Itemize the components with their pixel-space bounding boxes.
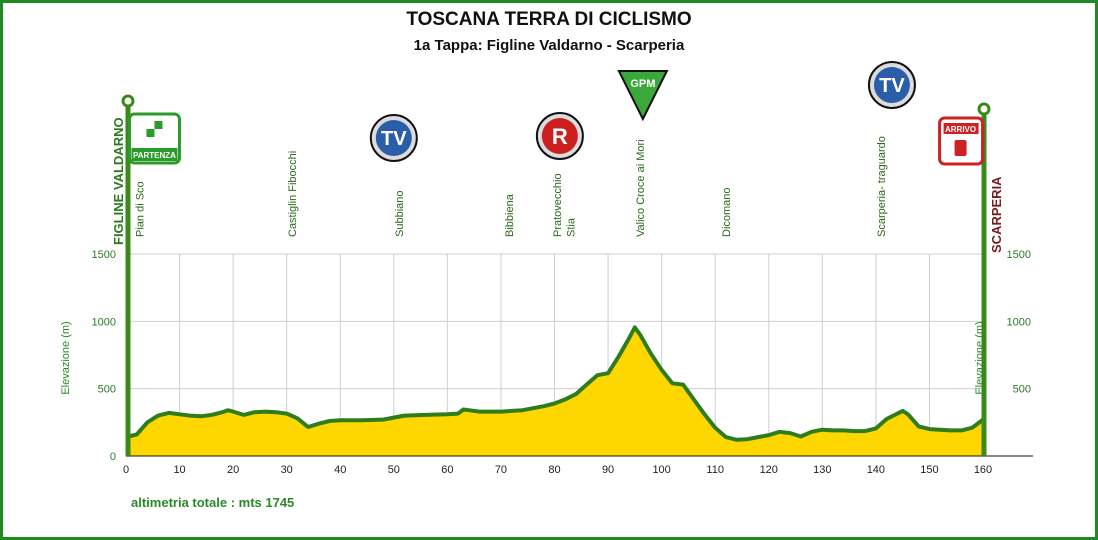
race-markers: PARTENZA TV R GPM TV ARRIVO <box>127 61 985 166</box>
x-tick-label: 50 <box>388 464 400 476</box>
location-label: Dicomano <box>721 187 733 237</box>
x-tick-label: 0 <box>123 464 129 476</box>
finish-icon-label: ARRIVO <box>945 125 976 134</box>
total-climb-note: altimetria totale : mts 1745 <box>131 495 295 510</box>
y-tick-labels: 0 500 1000 1500 500 1000 1500 <box>92 249 1031 463</box>
y-tick-label-right: 1500 <box>1007 249 1031 261</box>
x-tick-label: 60 <box>441 464 453 476</box>
x-tick-label: 130 <box>813 464 831 476</box>
x-tick-label: 10 <box>173 464 185 476</box>
chart-subtitle: 1a Tappa: Figline Valdarno - Scarperia <box>413 37 685 54</box>
x-tick-label: 40 <box>334 464 346 476</box>
gpm-icon <box>617 70 669 122</box>
location-label: Subbiano <box>394 191 406 238</box>
elevation-chart: 0 10 20 30 40 50 60 70 80 90 100 110 120 130 140 150 160… <box>60 61 1033 476</box>
x-tick-label: 160 <box>974 464 992 476</box>
x-tick-label: 150 <box>920 464 938 476</box>
x-tick-label: 140 <box>867 464 885 476</box>
location-label: Pian di Sco <box>134 181 146 237</box>
tv-icon-label: TV <box>879 75 905 97</box>
y-axis-label-left: Elevazione (m) <box>60 321 72 394</box>
finish-label-band <box>943 123 979 134</box>
location-label: Stia <box>566 217 578 237</box>
elevation-fill <box>126 327 983 456</box>
x-tick-label: 90 <box>602 464 614 476</box>
tv-icon <box>375 120 412 156</box>
x-tick-label: 120 <box>760 464 778 476</box>
tv-icon-label: TV <box>381 128 407 150</box>
location-label: Valico Croce ai Mori <box>635 139 647 237</box>
x-tick-labels: 0 10 20 30 40 50 60 70 80 90 100 110 120 130 140 150 160 <box>123 464 992 476</box>
finish-pole-cap <box>977 102 991 116</box>
finish-town-label: SCARPERIA <box>989 176 1004 253</box>
refuel-icon-label: R <box>552 124 568 149</box>
start-town-label: FIGLINE VALDARNO <box>111 117 126 245</box>
x-tick-label: 20 <box>227 464 239 476</box>
x-tick-label: 30 <box>281 464 293 476</box>
y-tick-label-right: 1000 <box>1007 316 1031 328</box>
finish-banner-icon <box>954 140 967 156</box>
start-flag-check <box>146 121 155 129</box>
tv-icon <box>873 67 910 103</box>
x-tick-label: 100 <box>652 464 670 476</box>
location-label: Scarperia- traguardo <box>876 136 888 237</box>
elevation-line <box>125 325 985 442</box>
start-label-band <box>131 148 178 161</box>
y-tick-label-left: 1000 <box>92 316 116 328</box>
location-labels: Pian di Sco Castiglin Fibocchi Subbiano Bib… <box>134 136 888 237</box>
refuel-icon <box>541 118 578 154</box>
axes <box>121 94 1033 457</box>
x-tick-label: 70 <box>495 464 507 476</box>
y-tick-label-left: 500 <box>98 384 116 396</box>
start-flag-check <box>154 129 163 137</box>
y-axis-label-right: Elevazione (m) <box>974 321 986 394</box>
x-tick-label: 80 <box>548 464 560 476</box>
chart-title: TOSCANA TERRA DI CICLISMO <box>406 9 692 30</box>
y-tick-label-left: 1500 <box>92 249 116 261</box>
start-pole-cap <box>121 94 135 108</box>
y-tick-label-right: 500 <box>1013 384 1031 396</box>
x-tick-label: 110 <box>706 464 724 476</box>
location-label: Bibbiena <box>504 193 516 237</box>
gpm-icon-label: GPM <box>630 78 655 90</box>
y-tick-label-left: 0 <box>110 451 116 463</box>
start-icon-label: PARTENZA <box>133 151 176 160</box>
location-label: Castiglin Fibocchi <box>287 151 299 237</box>
elevation-area <box>125 325 985 456</box>
location-label: Pratovecchio <box>552 173 564 237</box>
